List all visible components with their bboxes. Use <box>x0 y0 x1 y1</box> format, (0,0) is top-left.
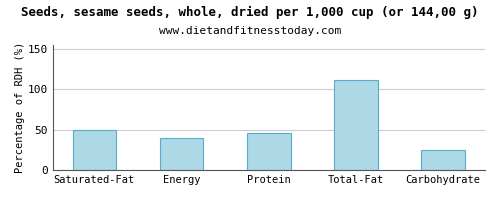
Bar <box>160 138 204 170</box>
Bar <box>72 130 116 170</box>
Bar <box>247 133 290 170</box>
Bar <box>422 150 465 170</box>
Y-axis label: Percentage of RDH (%): Percentage of RDH (%) <box>15 42 25 173</box>
Text: Seeds, sesame seeds, whole, dried per 1,000 cup (or 144,00 g): Seeds, sesame seeds, whole, dried per 1,… <box>21 6 479 19</box>
Bar <box>334 80 378 170</box>
Text: www.dietandfitnesstoday.com: www.dietandfitnesstoday.com <box>159 26 341 36</box>
